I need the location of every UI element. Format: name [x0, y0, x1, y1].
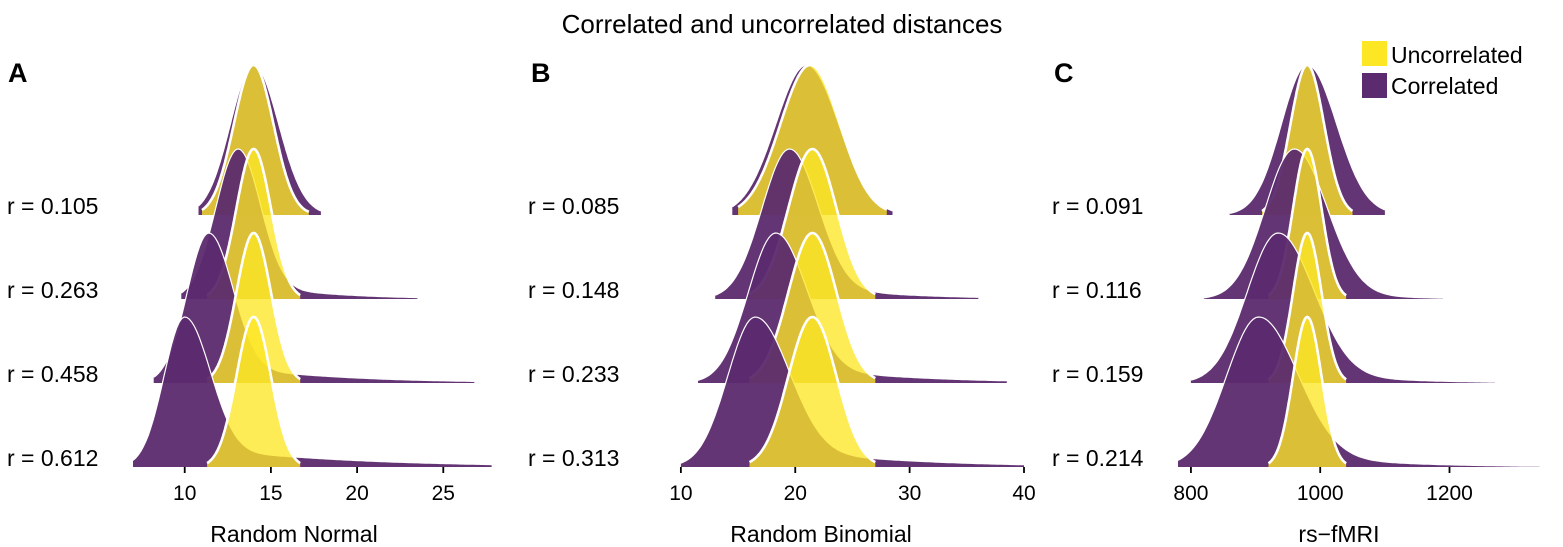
correlated-outline: [153, 232, 475, 382]
panel-c: Cr = 0.091 r = 0.116 r = 0.159 r = 0.214 800…: [1052, 58, 1541, 547]
panel-letter: B: [531, 58, 551, 88]
ridge-row: r = 0.612: [7, 315, 492, 471]
r-label: r = 0.458: [7, 361, 98, 387]
r-label: r = 0.612: [7, 445, 98, 471]
correlated-outline: [1203, 148, 1444, 299]
uncorrelated-density: [749, 317, 876, 467]
legend-label-uncorrelated: Uncorrelated: [1391, 42, 1523, 68]
panel-letter: C: [1054, 58, 1074, 88]
ridge-row: r = 0.313: [528, 315, 1024, 471]
panels: Ar = 0.105 r = 0.263 r = 0.458 r = 0.612 10 1…: [7, 58, 1541, 547]
x-tick-label: 10: [173, 482, 196, 505]
x-tick-label: 1200: [1426, 482, 1473, 505]
correlated-density: [1178, 317, 1540, 467]
uncorrelated-density: [749, 233, 876, 383]
panel-b: Br = 0.085 r = 0.148 r = 0.233 r = 0.313 10 2…: [528, 58, 1036, 547]
r-label: r = 0.313: [528, 445, 619, 471]
r-label: r = 0.214: [1052, 445, 1144, 471]
uncorrelated-outline: [201, 63, 310, 214]
legend: Uncorrelated Correlated: [1362, 41, 1523, 99]
uncorrelated-outline: [748, 315, 876, 464]
uncorrelated-outline: [1267, 315, 1347, 465]
legend-label-correlated: Correlated: [1391, 73, 1498, 99]
legend-swatch-correlated: [1362, 73, 1387, 98]
x-axis-label: Random Binomial: [730, 521, 912, 547]
r-label: r = 0.116: [1052, 277, 1142, 303]
r-label: r = 0.085: [528, 193, 619, 219]
correlated-density: [680, 317, 1024, 467]
x-tick-label: 30: [898, 482, 921, 505]
r-label: r = 0.148: [528, 277, 619, 303]
r-label: r = 0.263: [7, 277, 98, 303]
ridge-row: r = 0.116: [1052, 147, 1444, 303]
x-axis-label: rs−fMRI: [1298, 521, 1379, 547]
ridge-row: r = 0.458: [7, 231, 475, 387]
figure-title: Correlated and uncorrelated distances: [562, 9, 1003, 39]
x-tick-label: 25: [432, 482, 455, 505]
x-tick-label: 15: [259, 482, 282, 505]
correlated-outline: [1177, 316, 1541, 467]
r-label: r = 0.233: [528, 361, 619, 387]
r-label: r = 0.105: [7, 193, 98, 219]
uncorrelated-density: [207, 233, 301, 383]
uncorrelated-density: [207, 317, 301, 467]
legend-swatch-uncorrelated: [1362, 41, 1387, 66]
x-tick-label: 40: [1012, 482, 1035, 505]
correlated-outline: [132, 316, 492, 466]
x-tick-label: 20: [345, 482, 368, 505]
uncorrelated-outline: [737, 63, 888, 211]
x-tick-label: 10: [669, 482, 692, 505]
correlated-outline: [180, 148, 418, 299]
uncorrelated-density: [1268, 233, 1347, 383]
ridge-row: r = 0.105: [7, 63, 322, 219]
panel-letter: A: [8, 58, 28, 88]
r-label: r = 0.091: [1052, 193, 1143, 219]
ridge-row: r = 0.091: [1052, 63, 1386, 219]
ridge-row: r = 0.214: [1052, 315, 1541, 471]
r-label: r = 0.159: [1052, 361, 1143, 387]
uncorrelated-outline: [206, 231, 301, 381]
uncorrelated-outline: [206, 315, 301, 465]
ridge-row: r = 0.085: [528, 63, 893, 219]
x-axis-label: Random Normal: [210, 521, 377, 547]
ridge-row: r = 0.263: [7, 147, 418, 303]
x-tick-label: 800: [1173, 482, 1208, 505]
panel-a: Ar = 0.105 r = 0.263 r = 0.458 r = 0.612 10 1…: [7, 58, 492, 547]
x-tick-label: 1000: [1297, 482, 1344, 505]
x-tick-label: 20: [784, 482, 807, 505]
correlated-density: [133, 317, 492, 467]
uncorrelated-density: [207, 149, 301, 299]
correlated-outline: [1190, 232, 1495, 383]
uncorrelated-density: [1268, 317, 1347, 467]
